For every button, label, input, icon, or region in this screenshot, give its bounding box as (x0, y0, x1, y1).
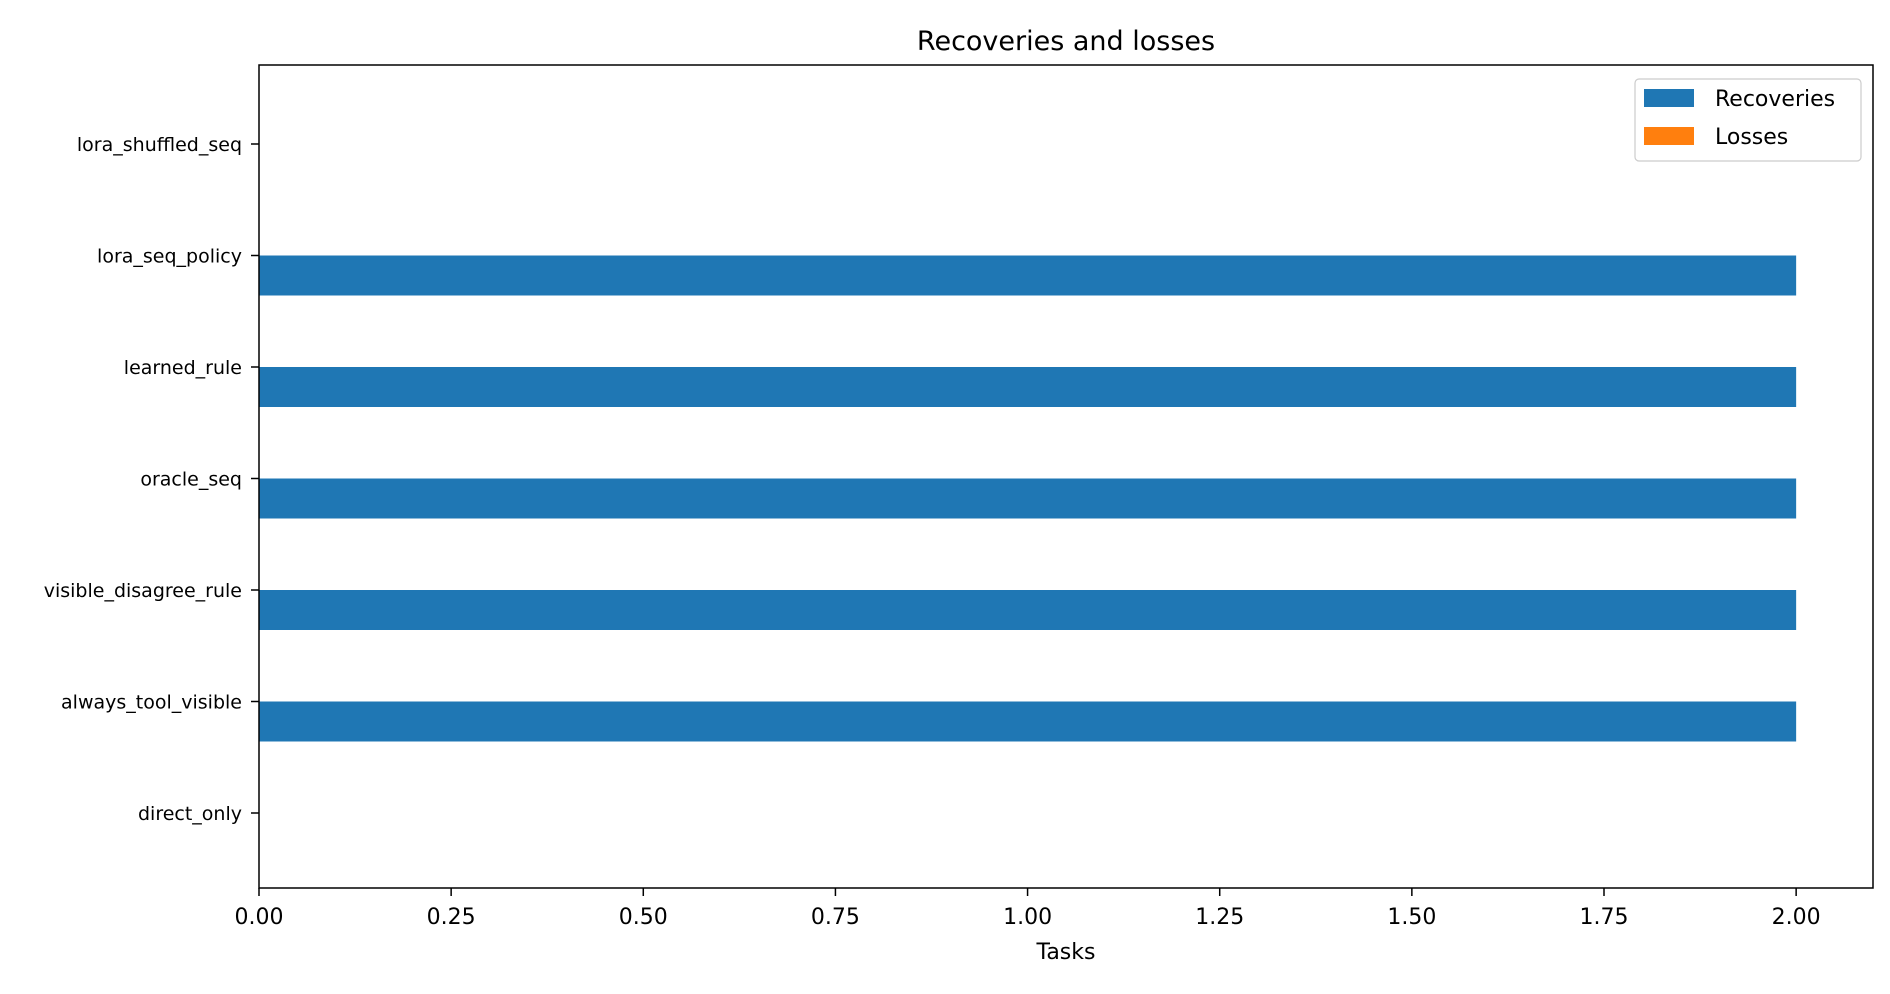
x-tick-label: 0.25 (427, 905, 476, 930)
bar-recoveries-oracle-seq (259, 478, 1797, 519)
y-tick-label: oracle_seq (140, 469, 242, 491)
bar-recoveries-visible-disagree-rule (259, 590, 1797, 630)
y-tick-label: learned_rule (124, 357, 242, 379)
legend-label-losses: Losses (1715, 125, 1788, 150)
y-tick-label: visible_disagree_rule (44, 580, 242, 602)
y-axis-ticks: lora_shuffled_seq lora_seq_policy learned_… (44, 134, 259, 825)
y-tick-label: always_tool_visible (61, 692, 242, 714)
x-tick-label: 1.25 (1195, 905, 1244, 930)
bar-recoveries-always-tool-visible (259, 701, 1797, 742)
legend: Recoveries Losses (1634, 78, 1862, 162)
plot-frame (258, 64, 1874, 889)
x-tick-label: 2.00 (1772, 905, 1821, 930)
x-tick-label: 1.50 (1387, 905, 1436, 930)
legend-label-recoveries: Recoveries (1715, 87, 1835, 112)
x-tick-label: 1.00 (1003, 905, 1052, 930)
bar-recoveries-learned-rule (259, 367, 1797, 407)
x-tick-label: 1.75 (1580, 905, 1629, 930)
bar-recoveries-lora-seq-policy (259, 255, 1797, 296)
legend-swatch-losses (1644, 127, 1694, 145)
legend-swatch-recoveries (1644, 89, 1694, 107)
x-axis-ticks: 0.00 0.25 0.50 0.75 1.00 1.25 1.50 1.75 2.00 (235, 888, 1821, 930)
x-tick-label: 0.00 (235, 905, 284, 930)
x-tick-label: 0.75 (811, 905, 860, 930)
y-tick-label: lora_shuffled_seq (77, 134, 242, 156)
y-tick-label: direct_only (138, 803, 242, 825)
y-tick-label: lora_seq_policy (97, 246, 242, 268)
bars-layer (259, 255, 1797, 742)
chart-title: Recoveries and losses (917, 26, 1215, 57)
x-tick-label: 0.50 (619, 905, 668, 930)
x-axis-label: Tasks (1036, 940, 1096, 965)
